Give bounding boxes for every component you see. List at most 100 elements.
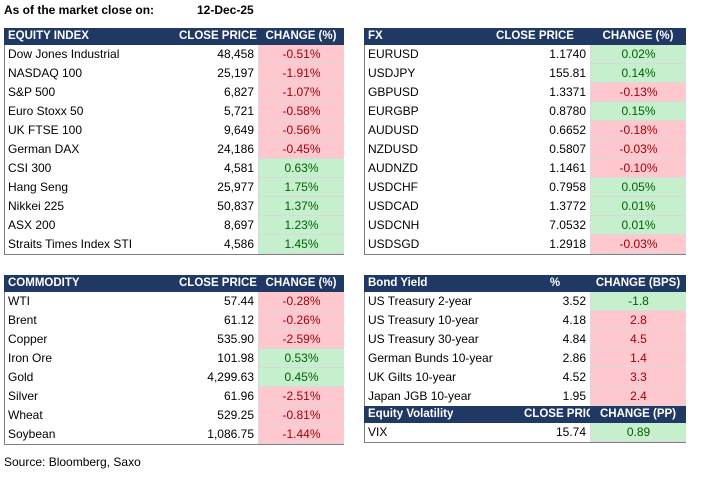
close-value: 3.52 <box>562 294 586 308</box>
row-label: Euro Stoxx 50 <box>8 104 84 118</box>
close-value: 7.0532 <box>549 218 586 232</box>
row-label: USDCAD <box>368 199 419 213</box>
close-value: 4.18 <box>562 313 586 327</box>
close-value: 4,581 <box>223 161 254 175</box>
change-value: 1.37% <box>258 197 344 216</box>
change-value: -0.81% <box>258 406 344 425</box>
change-value: 1.4 <box>590 349 686 368</box>
close-value: 0.8780 <box>549 104 586 118</box>
close-value: 4,586 <box>223 237 254 251</box>
column-header: COMMODITY <box>8 277 80 289</box>
column-header: EQUITY INDEX <box>8 30 89 42</box>
change-value: -2.59% <box>258 330 344 349</box>
column-header: Equity Volatility <box>368 408 454 420</box>
change-value: 0.05% <box>590 178 686 197</box>
row-label: ASX 200 <box>8 218 56 232</box>
row-label: WTI <box>8 294 30 308</box>
change-value: -0.51% <box>258 45 344 64</box>
row-label: NZDUSD <box>368 142 418 156</box>
change-value: -0.03% <box>590 140 686 159</box>
change-value: 0.45% <box>258 368 344 387</box>
row-label: Silver <box>8 389 39 403</box>
column-header: FX <box>368 30 383 42</box>
close-value: 61.12 <box>223 313 254 327</box>
table-header-band <box>4 275 344 292</box>
close-value: 1.95 <box>562 389 586 403</box>
column-header: CHANGE (%) <box>265 30 337 42</box>
change-value: -0.56% <box>258 121 344 140</box>
close-value: 5,721 <box>223 104 254 118</box>
close-value: 4,299.63 <box>207 370 254 384</box>
row-label: NASDAQ 100 <box>8 66 83 80</box>
row-label: EURGBP <box>368 104 419 118</box>
change-value: -0.03% <box>590 235 686 254</box>
close-value: 2.86 <box>562 351 586 365</box>
row-label: US Treasury 10-year <box>368 313 479 327</box>
change-value: 0.53% <box>258 349 344 368</box>
close-value: 9,649 <box>223 123 254 137</box>
row-label: S&P 500 <box>8 85 56 99</box>
column-header: CLOSE PRICE <box>179 30 257 42</box>
close-value: 535.90 <box>217 332 254 346</box>
row-label: UK FTSE 100 <box>8 123 83 137</box>
column-header: CLOSE PRICE <box>496 30 574 42</box>
close-value: 25,977 <box>217 180 254 194</box>
close-value: 1.2918 <box>549 237 586 251</box>
change-value: 0.89 <box>590 423 686 442</box>
change-value: 0.01% <box>590 197 686 216</box>
change-value: -1.8 <box>590 292 686 311</box>
close-value: 155.81 <box>549 66 586 80</box>
change-value: 0.14% <box>590 64 686 83</box>
close-value: 1.3371 <box>549 85 586 99</box>
row-label: US Treasury 30-year <box>368 332 479 346</box>
table-header-band <box>364 28 686 45</box>
row-label: USDCHF <box>368 180 418 194</box>
row-label: CSI 300 <box>8 161 52 175</box>
change-value: -1.91% <box>258 64 344 83</box>
close-value: 24,186 <box>217 142 254 156</box>
column-header: CHANGE (PP) <box>599 408 677 420</box>
row-label: AUDNZD <box>368 161 418 175</box>
row-label: EURUSD <box>368 47 419 61</box>
row-label: USDSGD <box>368 237 420 251</box>
row-label: Copper <box>8 332 48 346</box>
close-value: 48,458 <box>217 47 254 61</box>
column-header: CLOSE PRICE <box>524 408 590 420</box>
change-value: 2.8 <box>590 311 686 330</box>
close-value: 0.7958 <box>549 180 586 194</box>
row-label: Dow Jones Industrial <box>8 47 120 61</box>
close-value: 1.3772 <box>549 199 586 213</box>
change-value: 0.15% <box>590 102 686 121</box>
row-label: AUDUSD <box>368 123 419 137</box>
row-label: Gold <box>8 370 34 384</box>
change-value: 3.3 <box>590 368 686 387</box>
row-label: Iron Ore <box>8 351 53 365</box>
change-value: -2.51% <box>258 387 344 406</box>
close-value: 101.98 <box>217 351 254 365</box>
close-value: 4.84 <box>562 332 586 346</box>
change-value: -0.58% <box>258 102 344 121</box>
change-value: -1.07% <box>258 83 344 102</box>
close-value: 1.1740 <box>549 47 586 61</box>
as-of-label: As of the market close on: <box>4 3 155 17</box>
table-header-band <box>4 28 344 45</box>
row-label: US Treasury 2-year <box>368 294 473 308</box>
change-value: 0.02% <box>590 45 686 64</box>
change-value: 1.75% <box>258 178 344 197</box>
change-value: 4.5 <box>590 330 686 349</box>
column-header: CHANGE (%) <box>265 277 337 289</box>
change-value: 1.45% <box>258 235 344 254</box>
close-value: 0.6652 <box>549 123 586 137</box>
table-header-band <box>364 275 686 292</box>
close-value: 8,697 <box>223 218 254 232</box>
as-of-date: 12-Dec-25 <box>197 3 254 17</box>
row-label: USDCNH <box>368 218 420 232</box>
close-value: 25,197 <box>217 66 254 80</box>
change-value: -0.26% <box>258 311 344 330</box>
source-note: Source: Bloomberg, Saxo <box>4 455 141 469</box>
row-label: Wheat <box>8 408 43 422</box>
change-value: 2.4 <box>590 387 686 406</box>
close-value: 1.1461 <box>549 161 586 175</box>
row-label: USDJPY <box>368 66 416 80</box>
